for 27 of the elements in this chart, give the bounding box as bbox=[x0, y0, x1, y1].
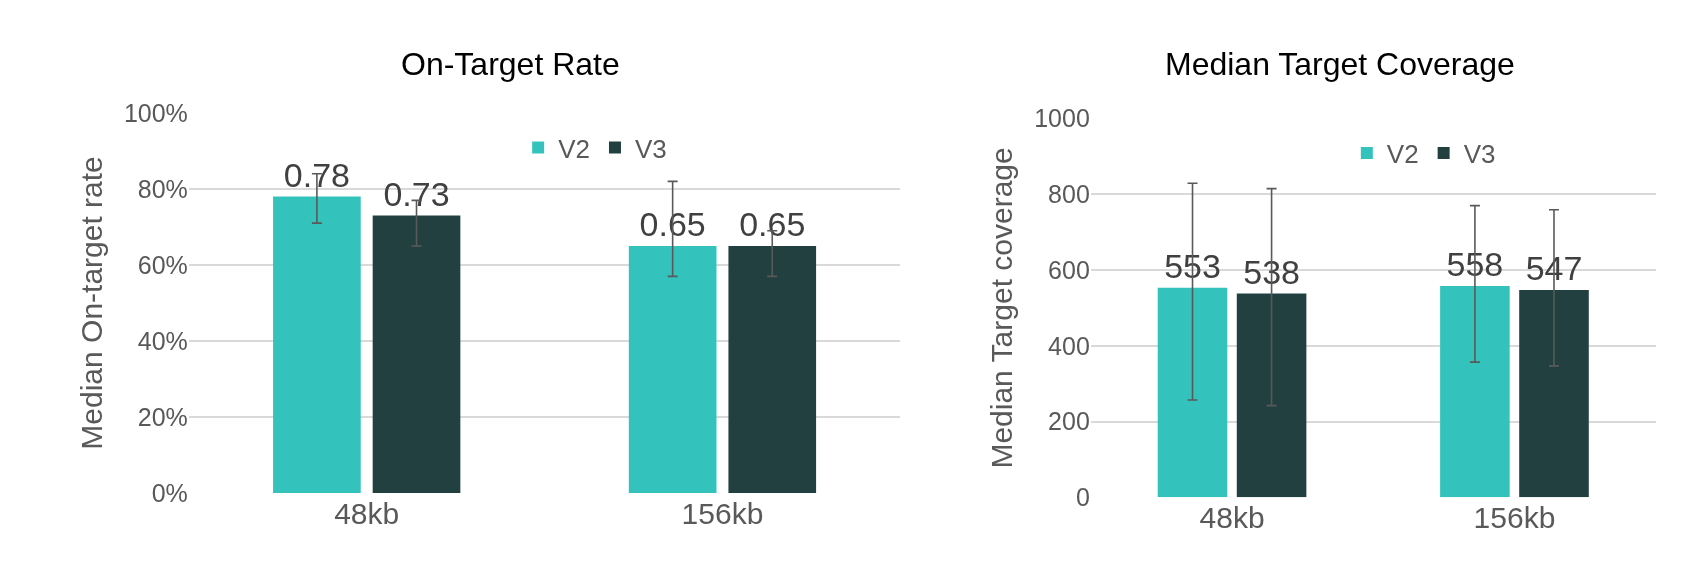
y-tick-label: 0% bbox=[151, 478, 188, 507]
x-tick-label: 156kb bbox=[1473, 501, 1556, 535]
legend-label: V3 bbox=[1463, 139, 1496, 170]
y-tick-label: 800 bbox=[1048, 180, 1090, 209]
data-label: 0.78 bbox=[283, 155, 350, 194]
y-tick-label: 80% bbox=[137, 174, 188, 203]
x-tick-label: 48kb bbox=[1199, 501, 1265, 535]
x-tick-label: 156kb bbox=[681, 496, 764, 530]
y-tick-label: 600 bbox=[1048, 255, 1090, 284]
x-tick-label: 48kb bbox=[334, 496, 400, 530]
y-tick-label: 60% bbox=[137, 250, 188, 279]
legend-label: V3 bbox=[634, 133, 667, 164]
y-axis-title: Median On-target rate bbox=[74, 156, 108, 450]
y-axis-title: Median Target coverage bbox=[985, 147, 1019, 469]
y-tick-label: 200 bbox=[1048, 407, 1090, 436]
y-tick-label: 100% bbox=[123, 98, 188, 127]
y-tick-label: 1000 bbox=[1034, 104, 1090, 133]
y-tick-label: 400 bbox=[1048, 331, 1090, 360]
y-tick-label: 20% bbox=[137, 402, 188, 431]
y-tick-label: 40% bbox=[137, 326, 188, 355]
data-label: 0.65 bbox=[739, 204, 806, 243]
legend-label: V2 bbox=[558, 133, 590, 164]
chart-title: On-Target Rate bbox=[401, 46, 620, 82]
data-label: 0.73 bbox=[383, 174, 450, 213]
legend-label: V2 bbox=[1386, 139, 1419, 170]
y-tick-label: 0 bbox=[1075, 483, 1090, 512]
chart-title: Median Target Coverage bbox=[1165, 46, 1515, 82]
